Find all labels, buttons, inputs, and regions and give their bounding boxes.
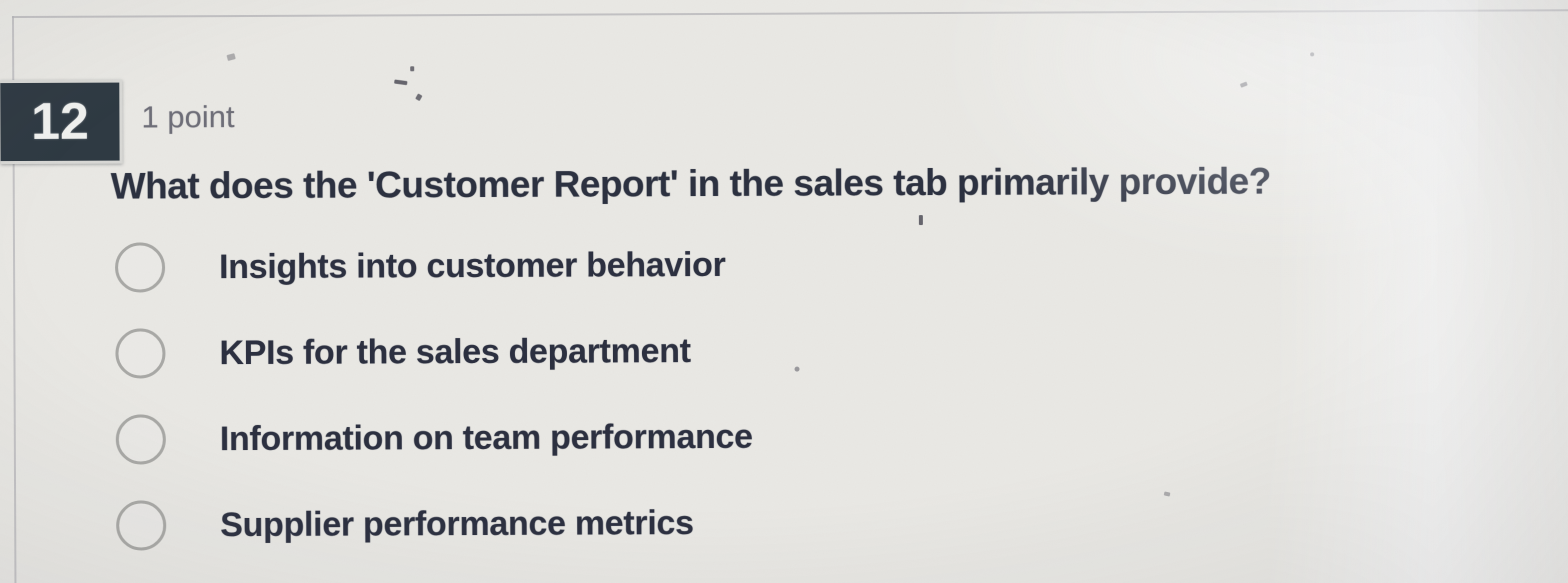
dust-speck [410,66,415,72]
dust-speck [394,79,408,86]
dust-speck [1239,81,1248,88]
options-list: Insights into customer behavior KPIs for… [114,222,753,569]
question-number-badge: 12 [0,79,123,165]
radio-button-option-3[interactable] [115,414,166,465]
option-label-3[interactable]: Information on team performance [219,417,753,458]
dust-speck [918,215,923,226]
dust-speck [226,53,236,62]
question-number: 12 [30,92,89,151]
question-text: What does the 'Customer Report' in the s… [110,160,1271,207]
dust-speck [1310,52,1315,57]
card-top-border [11,9,1568,19]
option-row-2[interactable]: KPIs for the sales department [115,308,752,397]
radio-button-option-1[interactable] [114,242,166,293]
option-row-1[interactable]: Insights into customer behavior [114,222,752,311]
dust-speck [415,93,423,102]
points-label: 1 point [141,99,235,135]
option-row-3[interactable]: Information on team performance [115,394,753,483]
radio-button-option-4[interactable] [116,500,167,551]
option-label-2[interactable]: KPIs for the sales department [219,331,691,372]
option-label-1[interactable]: Insights into customer behavior [218,245,726,286]
radio-button-option-2[interactable] [115,328,166,379]
dust-speck [794,366,800,372]
dust-speck [1163,491,1171,497]
option-row-4[interactable]: Supplier performance metrics [116,480,753,569]
option-label-4[interactable]: Supplier performance metrics [220,503,694,544]
